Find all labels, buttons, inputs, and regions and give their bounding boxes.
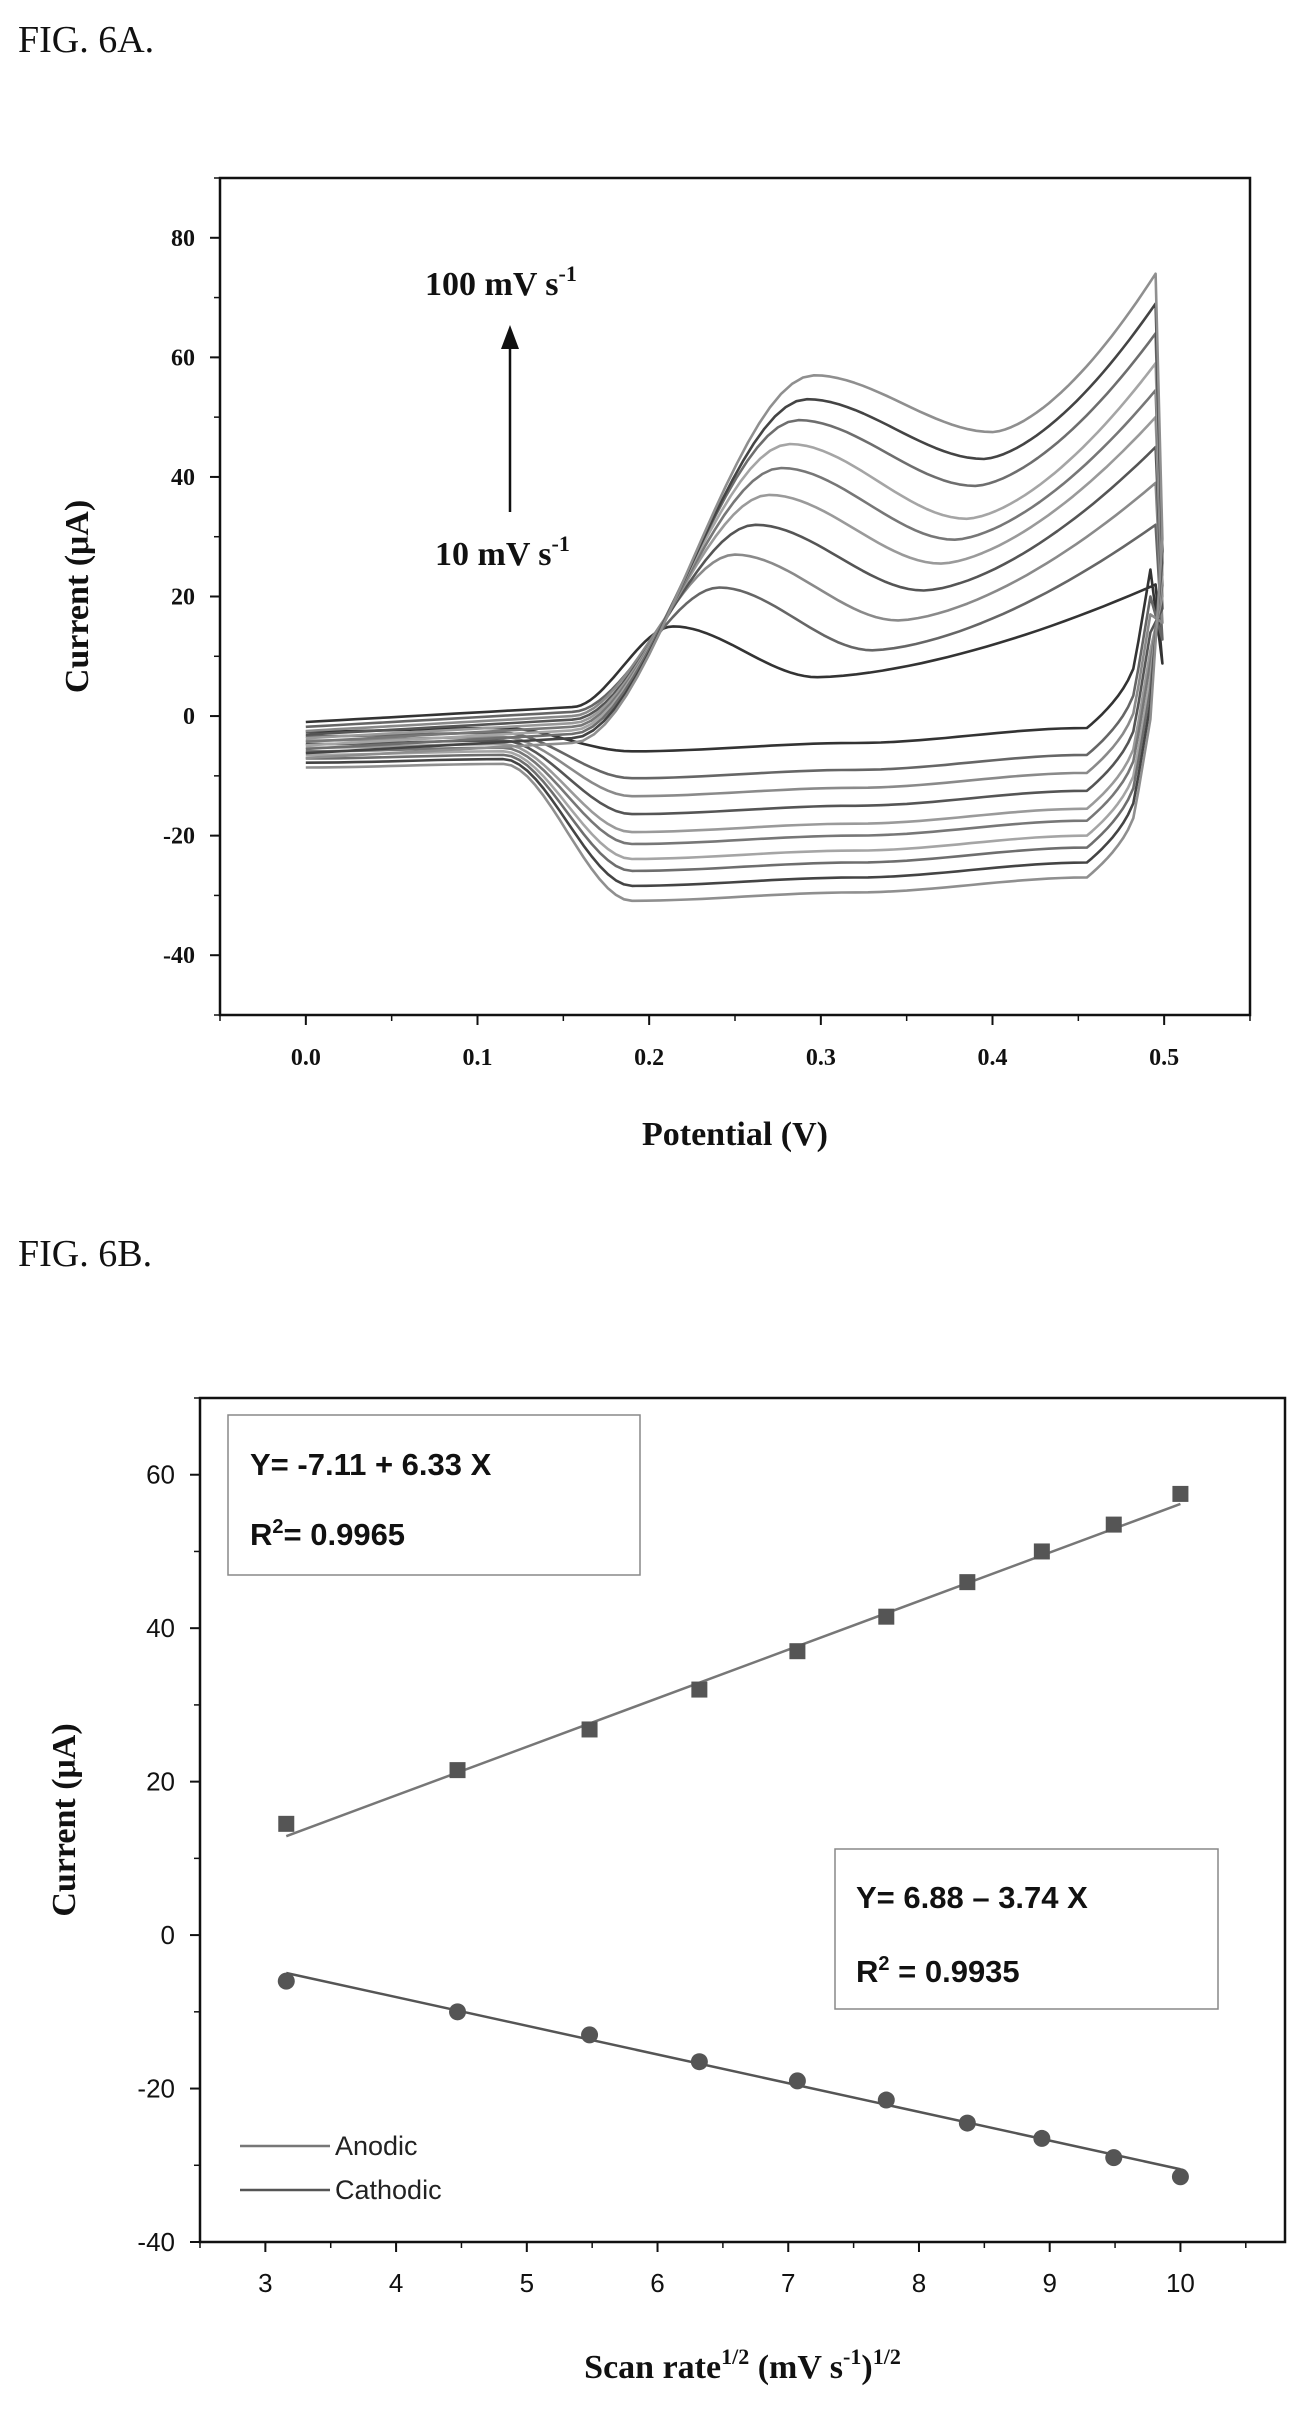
legend: Anodic Cathodic: [240, 2131, 442, 2205]
y-tick-label: -20: [137, 2074, 175, 2104]
plot-frame: [198, 1396, 1287, 2244]
x-tick-label: 4: [389, 2268, 403, 2298]
cathodic-point: [1105, 2149, 1123, 2167]
x-tick-label: 10: [1166, 2268, 1195, 2298]
x-tick-label: 3: [258, 2268, 272, 2298]
anodic-point: [1105, 1516, 1122, 1533]
x-tick-label: 0.3: [806, 1045, 836, 1071]
legend-anodic: Anodic: [335, 2131, 418, 2161]
x-tick-label: 0.2: [634, 1045, 664, 1071]
anodic-point: [449, 1762, 466, 1779]
cathodic-point: [581, 2026, 599, 2044]
figure-6b-label: FIG. 6B.: [18, 1233, 153, 1275]
anodic-r-squared: R2= 0.9965: [250, 1516, 405, 1552]
y-tick-label: 40: [171, 465, 195, 491]
legend-cathodic: Cathodic: [335, 2175, 442, 2205]
cyclic-voltammetry-chart: 0.0 0.1 0.2 0.3 0.4 0.5 -40 -20 0 20 40 60 80 Potent…: [59, 176, 1252, 1153]
y-tick-label: 60: [171, 345, 195, 371]
cathodic-point: [958, 2114, 976, 2132]
x-tick-label: 0.5: [1149, 1045, 1179, 1071]
y-tick-label: 20: [171, 585, 195, 611]
y-tick-label: 80: [171, 226, 195, 252]
cathodic-point: [1033, 2129, 1051, 2147]
cathodic-point: [449, 2003, 467, 2021]
x-tick-label: 9: [1042, 2268, 1056, 2298]
x-tick-label: 0.0: [291, 1045, 321, 1071]
cathodic-point: [1171, 2168, 1189, 2186]
y-tick-label: 40: [146, 1613, 175, 1643]
anodic-point: [278, 1815, 295, 1832]
anodic-point: [878, 1608, 895, 1625]
y-tick-label: -40: [163, 943, 195, 969]
cathodic-equation-box: Y= 6.88 – 3.74 X R2 = 0.9935: [834, 1848, 1219, 2010]
anodic-equation: Y= -7.11 + 6.33 X: [250, 1447, 492, 1482]
cv-curve-100: [305, 272, 1164, 903]
cathodic-point: [690, 2053, 708, 2071]
x-tick-label: 0.4: [978, 1045, 1008, 1071]
cathodic-point: [788, 2072, 806, 2090]
x-tick-label: 0.1: [463, 1045, 493, 1071]
x-axis-title: Scan rate1/2 (mV s-1)1/2: [584, 2344, 901, 2386]
figure-6a-label: FIG. 6A.: [18, 19, 155, 61]
cathodic-r-squared: R2 = 0.9935: [856, 1953, 1020, 1989]
cathodic-point: [877, 2091, 895, 2109]
x-tick-label: 5: [520, 2268, 534, 2298]
anodic-point: [691, 1681, 708, 1698]
anodic-equation-box: Y= -7.11 + 6.33 X R2= 0.9965: [227, 1414, 641, 1576]
anodic-point: [1172, 1485, 1189, 1502]
y-axis-title: Current (μA): [59, 500, 96, 693]
y-tick-label: 0: [161, 1920, 175, 1950]
cv-curve-30: [305, 481, 1164, 798]
anodic-point: [1033, 1543, 1050, 1560]
y-tick-label: 60: [146, 1460, 175, 1490]
x-tick-label: 8: [912, 2268, 926, 2298]
anodic-fit-line: [285, 1502, 1181, 1838]
cathodic-fit-line: [286, 1971, 1181, 2171]
anodic-point: [789, 1643, 806, 1660]
anodic-point: [959, 1574, 976, 1591]
scan-rate-arrow: [501, 325, 519, 512]
x-axis-title: Potential (V): [642, 1116, 828, 1153]
cathodic-equation: Y= 6.88 – 3.74 X: [856, 1880, 1088, 1915]
y-axis-title: Current (μA): [46, 1723, 83, 1916]
annotation-10-mv: 10 mV s-1: [435, 531, 570, 573]
x-tick-label: 7: [781, 2268, 795, 2298]
cathodic-point: [277, 1972, 295, 1990]
cv-curve-10: [305, 568, 1164, 753]
y-tick-label: -20: [163, 824, 195, 850]
y-tick-label: -40: [137, 2227, 175, 2257]
y-tick-label: 20: [146, 1767, 175, 1797]
x-tick-label: 6: [650, 2268, 664, 2298]
anodic-point: [581, 1721, 598, 1738]
annotation-100-mv: 100 mV s-1: [425, 261, 577, 303]
y-tick-label: 0: [183, 704, 195, 730]
